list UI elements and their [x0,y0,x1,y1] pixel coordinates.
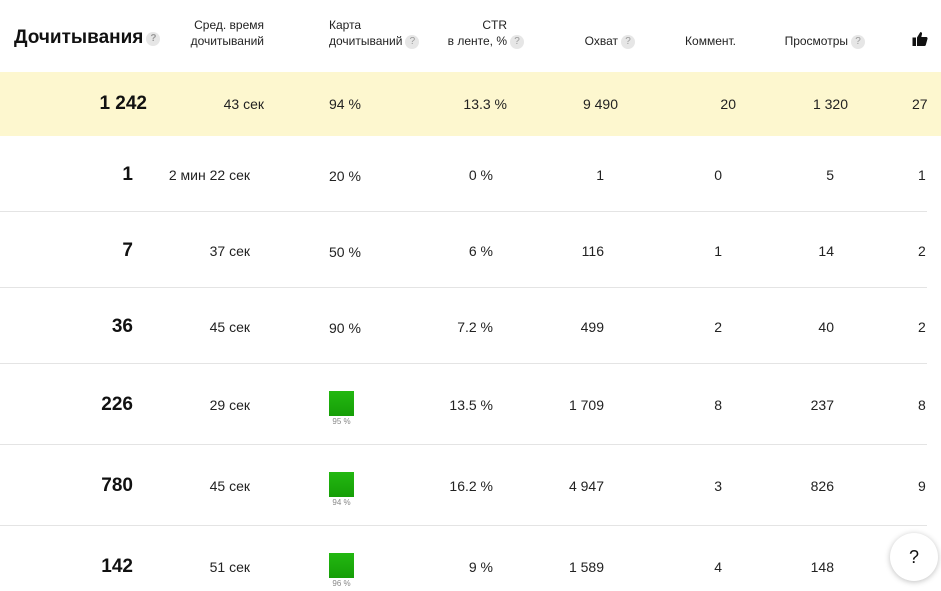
read-map-bar [329,472,354,497]
views-value: 1 320 [812,96,848,112]
read-map-header-line2: дочитываний [329,34,403,48]
avg-time-value: 2 мин 22 сек [168,167,250,183]
read-map-header-line1: Карта [329,18,362,32]
views-value: 237 [810,397,834,413]
ctr-header-line1: CTR [482,18,507,32]
avg-time-value: 51 сек [209,559,250,575]
reach-value: 4 947 [568,478,604,494]
views-header-label: Просмотры [784,34,848,48]
avg-time-value: 37 сек [209,243,250,259]
table-row[interactable]: 780 45 сек 94 % 16.2 % 4 947 3 826 9 [0,445,927,526]
help-icon[interactable]: ? [405,34,420,49]
column-header-reach[interactable]: Охват? [585,33,635,49]
read-map-value: 96 % [332,579,351,588]
read-map-value: 50 % [329,244,361,260]
help-button[interactable]: ? [890,533,938,581]
views-value: 5 [826,167,834,183]
reads-value: 36 [111,316,133,337]
comments-value: 3 [714,478,722,494]
reads-value: 1 242 [99,93,147,114]
read-map-value: 95 % [332,417,351,426]
reach-header-label: Охват [584,34,618,48]
comments-header-label: Коммент. [685,34,736,48]
read-map-value: 20 % [329,168,361,184]
ctr-value: 13.5 % [449,397,493,413]
ctr-value: 13.3 % [463,96,507,112]
column-header-read-map[interactable]: Карта дочитываний? [329,17,420,49]
column-header-ctr[interactable]: CTR в ленте, %? [448,17,524,49]
read-map-bar [329,391,354,416]
comments-value: 0 [714,167,722,183]
table-row[interactable]: 7 37 сек 50 % 6 % 116 1 14 2 [0,212,927,288]
table-row[interactable]: 142 51 сек 96 % 9 % 1 589 4 148 [0,526,927,591]
avg-time-value: 29 сек [209,397,250,413]
ctr-value: 7.2 % [457,319,493,335]
comments-value: 20 [720,96,736,112]
reads-value: 142 [101,556,133,577]
reads-value: 7 [122,240,133,261]
avg-time-value: 45 сек [209,478,250,494]
help-icon[interactable]: ? [146,32,161,46]
reads-value: 226 [101,394,133,415]
comments-value: 4 [714,559,722,575]
views-value: 148 [810,559,834,575]
read-map-chart[interactable]: 95 % [329,391,354,428]
comments-value: 1 [714,243,722,259]
column-header-comments[interactable]: Коммент. [685,33,736,49]
table-row-total: 1 242 43 сек 94 % 13.3 % 9 490 20 1 320 … [0,72,941,136]
likes-value: 27 [912,96,928,112]
ctr-header-line2: в ленте, % [447,34,507,48]
avg-time-header-line1: Сред. время [194,18,264,32]
likes-value: 9 [918,478,926,494]
reach-value: 1 709 [568,397,604,413]
table-header: Дочитывания? Сред. время дочитываний Кар… [0,0,941,72]
read-map-chart[interactable]: 96 % [329,553,354,590]
avg-time-value: 45 сек [209,319,250,335]
table-row[interactable]: 226 29 сек 95 % 13.5 % 1 709 8 237 8 [0,364,927,445]
read-map-bar [329,553,354,578]
help-icon[interactable]: ? [851,34,865,49]
read-map-chart[interactable]: 94 % [329,472,354,509]
views-value: 14 [818,243,834,259]
read-map-value: 94 % [332,498,351,507]
avg-time-value: 43 сек [223,96,264,112]
help-icon[interactable]: ? [621,34,635,49]
table-row[interactable]: 1 2 мин 22 сек 20 % 0 % 1 0 5 1 [0,136,927,212]
reach-value: 1 589 [568,559,604,575]
reads-value: 780 [101,475,133,496]
reach-value: 1 [596,167,604,183]
column-header-reads[interactable]: Дочитывания? [14,27,161,48]
reach-value: 499 [580,319,604,335]
views-value: 826 [810,478,834,494]
reach-value: 116 [581,243,604,259]
column-header-views[interactable]: Просмотры? [785,33,865,49]
ctr-value: 6 % [468,243,493,259]
table-row[interactable]: 36 45 сек 90 % 7.2 % 499 2 40 2 [0,288,927,364]
read-map-value: 94 % [329,96,361,112]
likes-value: 1 [918,167,926,183]
likes-value: 8 [918,397,926,413]
comments-value: 8 [714,397,722,413]
read-map-value: 90 % [329,320,361,336]
help-icon[interactable]: ? [510,34,524,49]
ctr-value: 9 % [468,559,493,575]
reach-value: 9 490 [582,96,618,112]
ctr-value: 0 % [468,167,493,183]
ctr-value: 16.2 % [449,478,493,494]
likes-value: 2 [918,243,926,259]
reads-value: 1 [122,164,133,185]
column-header-avg-time[interactable]: Сред. время дочитываний [191,17,264,49]
views-value: 40 [818,319,834,335]
thumbs-up-icon[interactable] [912,31,928,47]
likes-value: 2 [918,319,926,335]
avg-time-header-line2: дочитываний [190,34,264,48]
reads-header-label: Дочитывания [14,27,144,48]
comments-value: 2 [714,319,722,335]
